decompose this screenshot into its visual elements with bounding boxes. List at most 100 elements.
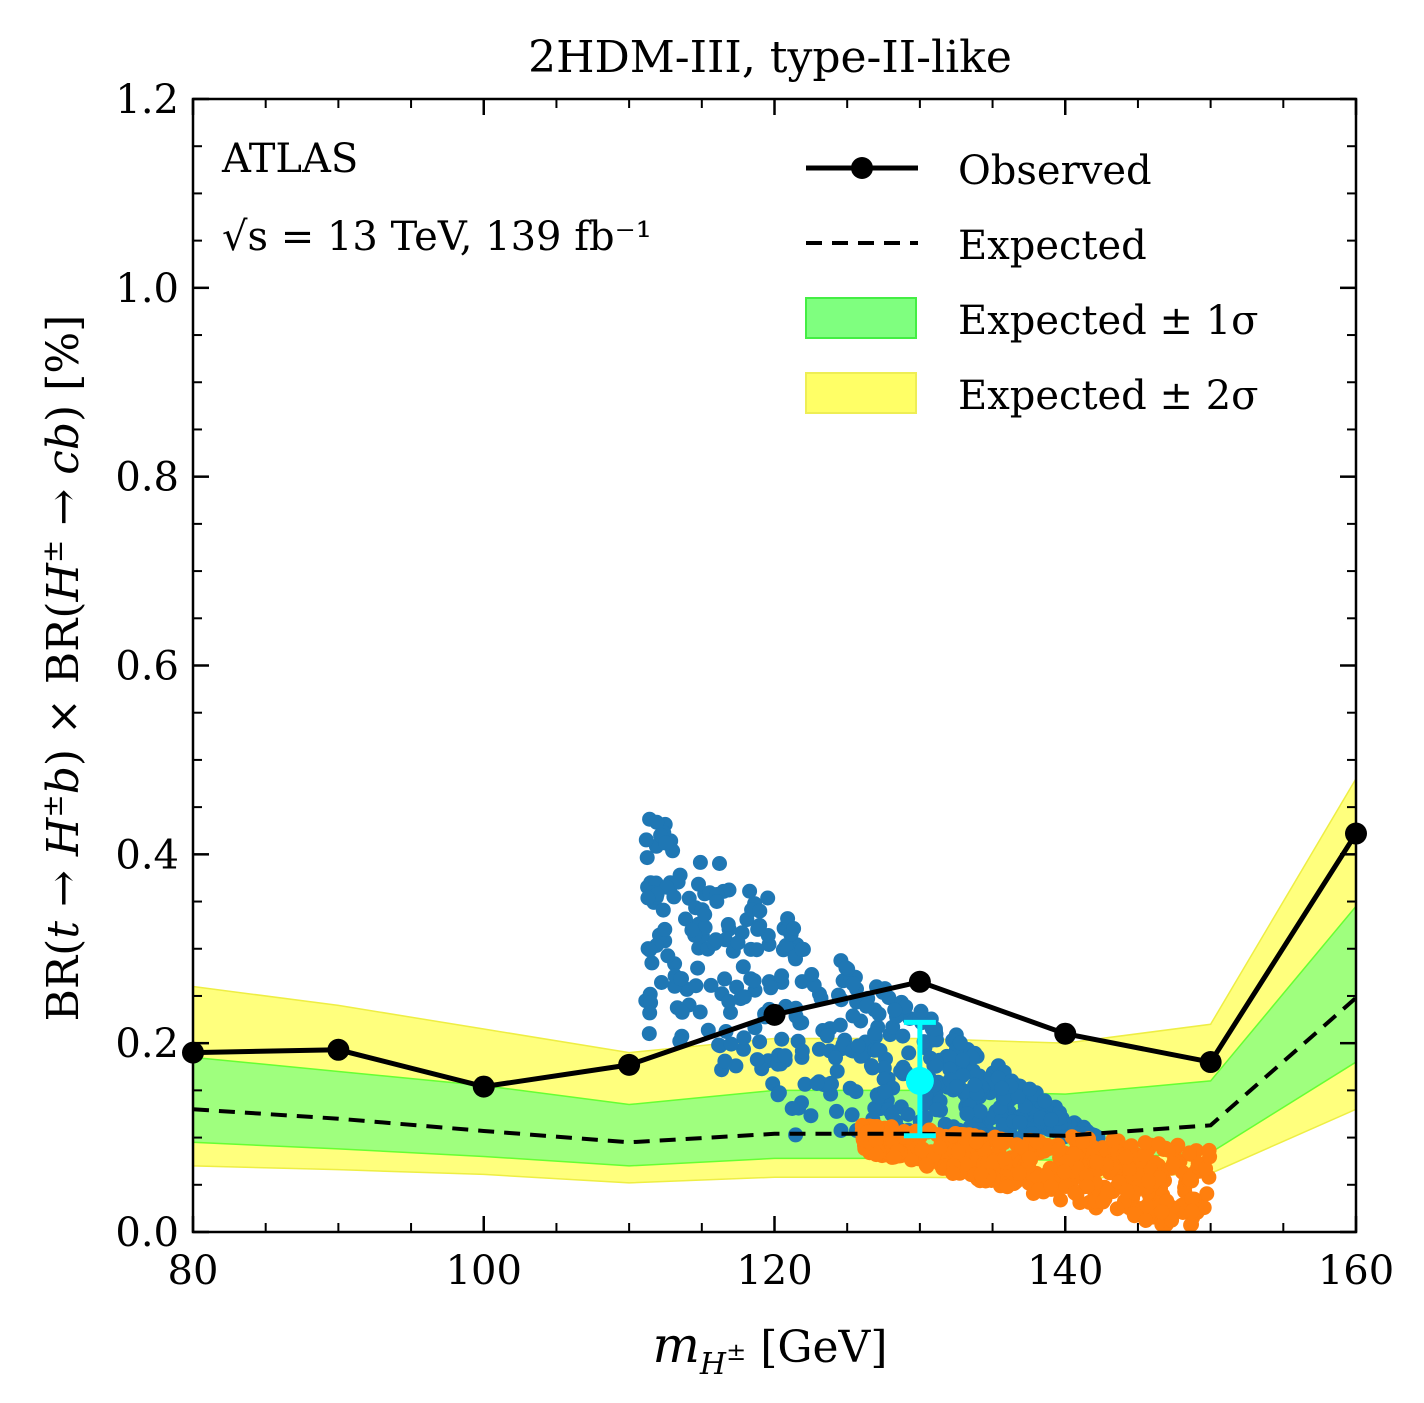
- scatter-point-blue: [952, 1035, 968, 1051]
- scatter-point-blue: [709, 894, 725, 909]
- scatter-point-orange: [1079, 1178, 1095, 1194]
- scatter-point-blue: [638, 832, 654, 848]
- scatter-point-blue: [803, 1108, 819, 1124]
- scatter-point-blue: [870, 1042, 886, 1058]
- x-tick-label: 140: [1027, 1248, 1103, 1294]
- scatter-point-blue: [804, 967, 820, 982]
- scatter-point-blue: [692, 1004, 708, 1020]
- legend-observed-marker: [851, 157, 873, 179]
- scatter-point-blue: [871, 1006, 887, 1022]
- scatter-point-blue: [749, 1052, 765, 1068]
- scatter-point-orange: [1067, 1185, 1083, 1201]
- scatter-point-blue: [774, 1031, 790, 1047]
- scatter-point-orange: [1199, 1186, 1215, 1202]
- scatter-point-blue: [774, 968, 790, 984]
- scatter-point-blue: [690, 960, 706, 976]
- scatter-point-blue: [959, 1106, 975, 1122]
- scatter-point-blue: [877, 1084, 893, 1100]
- scatter-point-blue: [657, 921, 673, 937]
- legend-1sigma-swatch: [805, 297, 917, 339]
- scatter-point-orange: [957, 1156, 973, 1172]
- scatter-point-blue: [742, 883, 758, 899]
- scatter-point-blue: [697, 919, 713, 935]
- scatter-point-blue: [712, 856, 727, 871]
- y-tick-label: 0.4: [115, 832, 179, 878]
- scatter-point-orange: [1184, 1203, 1200, 1219]
- scatter-point-orange: [886, 1149, 902, 1165]
- scatter-point-orange: [1140, 1173, 1156, 1189]
- scatter-point-blue: [876, 1060, 892, 1076]
- scatter-point-blue: [736, 1030, 752, 1046]
- scatter-point-orange: [1126, 1206, 1142, 1222]
- scatter-point-blue: [730, 935, 746, 951]
- scatter-point-blue: [794, 941, 810, 957]
- scatter-point-blue: [942, 1049, 958, 1065]
- scatter-point-orange: [1184, 1191, 1200, 1207]
- scatter-point-blue: [721, 993, 737, 1009]
- scatter-point-blue: [927, 1021, 943, 1037]
- scatter-point-orange: [1021, 1150, 1037, 1166]
- scatter-point-blue: [692, 854, 708, 870]
- scatter-point-orange: [1182, 1171, 1197, 1187]
- scatter-point-orange: [973, 1166, 989, 1182]
- legend-observed-label: Observed: [958, 148, 1152, 194]
- scatter-point-orange: [1014, 1139, 1029, 1155]
- observed-marker: [908, 970, 931, 993]
- scatter-point-blue: [845, 1008, 861, 1024]
- scatter-point-blue: [832, 1017, 848, 1033]
- observed-marker: [1054, 1022, 1077, 1045]
- scatter-point-blue: [674, 1004, 690, 1020]
- scatter-point-blue: [1043, 1112, 1059, 1128]
- scatter-point-blue: [649, 814, 665, 830]
- y-tick-label: 0.8: [115, 455, 179, 501]
- scatter-point-blue: [720, 917, 736, 932]
- scatter-point-blue: [786, 921, 802, 936]
- scatter-point-orange: [999, 1179, 1015, 1195]
- observed-marker: [472, 1075, 495, 1098]
- observed-marker: [1199, 1051, 1222, 1074]
- scatter-point-blue: [1022, 1081, 1038, 1097]
- scatter-point-orange: [1165, 1156, 1181, 1172]
- ticks-layer: 80 100 120 140 160 0.0 0.2 0.4 0.6 0.8 1.0 1.2: [115, 77, 1394, 1294]
- scatter-point-blue: [1012, 1115, 1028, 1131]
- scatter-point-orange: [1012, 1165, 1027, 1181]
- scatter-point-blue: [678, 911, 693, 927]
- scatter-point-blue: [749, 942, 765, 958]
- scatter-point-blue: [784, 1101, 800, 1116]
- scatter-point-orange: [1137, 1135, 1153, 1151]
- annotation-energy-lumi: √s = 13 TeV, 139 fb⁻¹: [222, 214, 652, 260]
- scatter-point-blue: [1037, 1093, 1053, 1109]
- scatter-point-blue: [778, 938, 794, 953]
- annotation-experiment: ATLAS: [221, 136, 358, 182]
- scatter-point-orange: [996, 1151, 1012, 1167]
- scatter-point-orange: [950, 1143, 966, 1159]
- x-tick-label: 120: [736, 1248, 812, 1294]
- scatter-point-blue: [863, 1058, 879, 1074]
- scatter-point-blue: [942, 1061, 958, 1077]
- scatter-point-blue: [884, 1106, 900, 1122]
- scatter-point-blue: [967, 1077, 983, 1093]
- ref-marker: [905, 1066, 934, 1095]
- scatter-point-blue: [750, 921, 766, 937]
- scatter-point-orange: [945, 1165, 961, 1181]
- y-tick-label: 1.2: [115, 77, 179, 123]
- scatter-point-blue: [691, 876, 706, 892]
- scatter-point-blue: [929, 1102, 944, 1118]
- scatter-point-blue: [736, 989, 752, 1005]
- legend: Observed Expected Expected ± 1σ Expected…: [805, 148, 1259, 419]
- scatter-point-blue: [644, 955, 660, 971]
- scatter-point-blue: [746, 973, 762, 989]
- scatter-point-blue: [858, 998, 874, 1014]
- scatter-point-orange: [1118, 1149, 1134, 1165]
- scatter-point-blue: [655, 902, 671, 918]
- scatter-point-orange: [1138, 1213, 1154, 1228]
- scatter-point-blue: [673, 971, 689, 987]
- scatter-point-blue: [717, 971, 733, 987]
- scatter-point-orange: [904, 1152, 919, 1168]
- scatter-point-blue: [838, 960, 854, 976]
- x-axis-label: mH± [GeV]: [653, 1316, 888, 1382]
- scatter-point-orange: [1089, 1154, 1105, 1170]
- scatter-point-blue: [771, 1085, 787, 1101]
